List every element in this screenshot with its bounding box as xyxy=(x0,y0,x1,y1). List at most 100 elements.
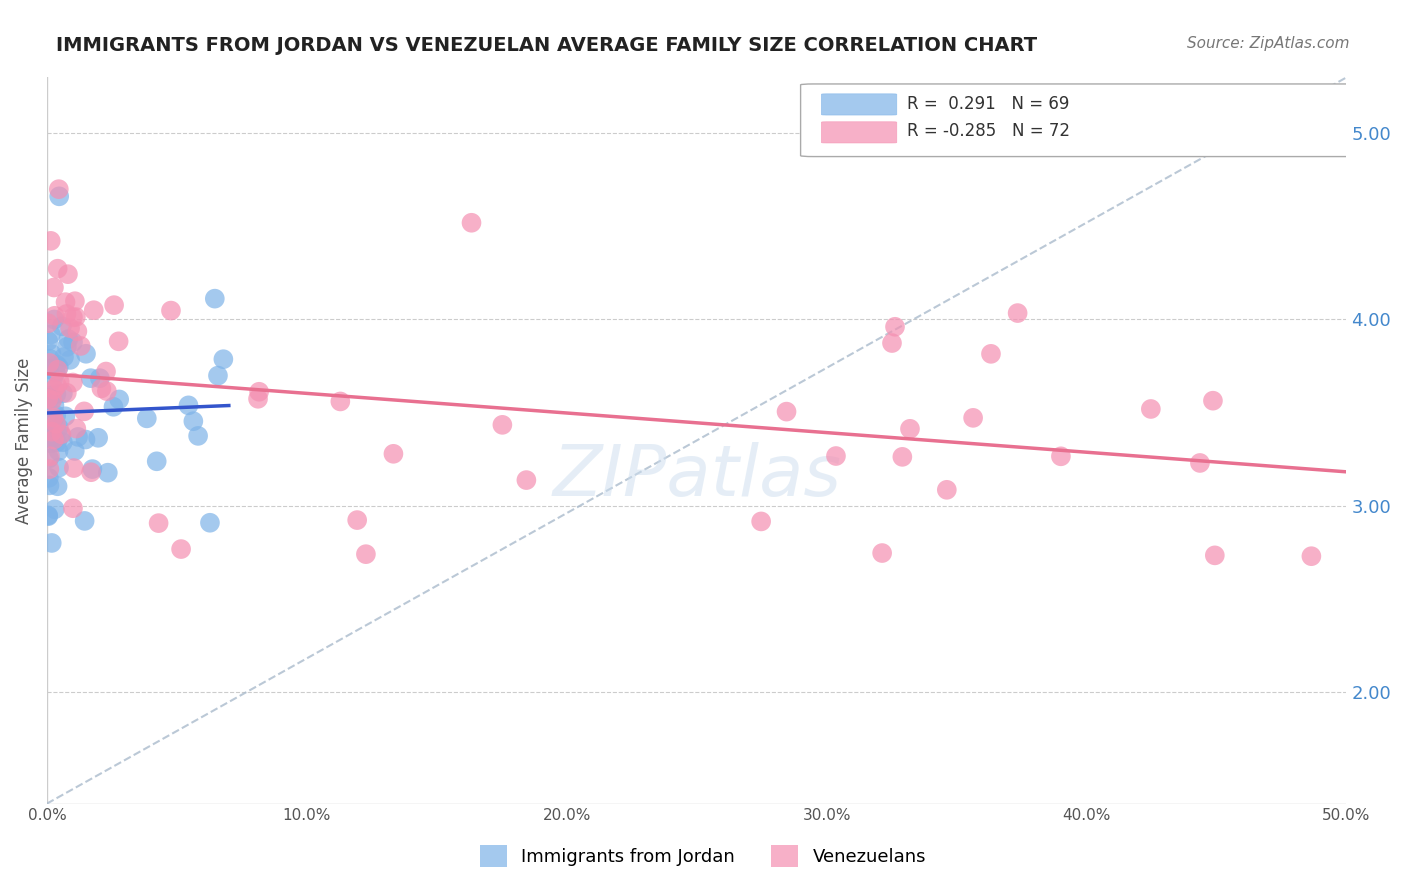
Point xyxy=(63,294,86,309)
Point xyxy=(45,378,67,392)
Text: ZIPatlas: ZIPatlas xyxy=(553,442,841,511)
Point xyxy=(51,319,73,334)
Point xyxy=(48,421,70,435)
Point xyxy=(41,436,63,450)
Point xyxy=(38,429,60,443)
Point xyxy=(90,381,112,395)
Point xyxy=(37,508,59,523)
Point xyxy=(48,189,70,203)
Point xyxy=(62,501,84,516)
Point xyxy=(491,417,513,432)
Point xyxy=(41,347,63,361)
Point xyxy=(1050,450,1073,464)
Point xyxy=(45,417,67,431)
Text: R =  0.291   N = 69: R = 0.291 N = 69 xyxy=(907,95,1070,112)
Point xyxy=(56,385,79,400)
Point xyxy=(160,303,183,318)
Point xyxy=(46,363,69,377)
Point xyxy=(38,351,60,366)
Point xyxy=(41,536,63,550)
Point xyxy=(37,425,59,439)
Point xyxy=(962,410,984,425)
Point xyxy=(38,478,60,492)
Point xyxy=(39,392,62,406)
Point xyxy=(59,321,82,335)
Point xyxy=(207,368,229,383)
Point xyxy=(825,449,848,463)
Point xyxy=(108,392,131,407)
Point xyxy=(82,462,104,476)
Point xyxy=(980,347,1002,361)
Point xyxy=(87,431,110,445)
Point xyxy=(170,542,193,557)
Point xyxy=(38,471,60,485)
Point xyxy=(38,424,60,438)
Point xyxy=(37,427,59,442)
Point xyxy=(884,319,907,334)
Point xyxy=(42,280,65,294)
Point xyxy=(62,335,84,350)
Point xyxy=(37,334,59,348)
Point xyxy=(41,388,63,402)
FancyBboxPatch shape xyxy=(821,121,897,143)
Point xyxy=(354,547,377,561)
Point xyxy=(45,387,67,401)
Point xyxy=(1188,456,1211,470)
Point xyxy=(382,447,405,461)
Point xyxy=(51,427,73,442)
Point xyxy=(38,451,60,466)
Point xyxy=(41,425,63,439)
Point xyxy=(73,404,96,418)
Point xyxy=(63,461,86,475)
Point xyxy=(44,309,66,323)
Point xyxy=(39,450,62,464)
Point xyxy=(65,421,87,435)
Point xyxy=(96,384,118,399)
Text: Source: ZipAtlas.com: Source: ZipAtlas.com xyxy=(1187,36,1350,51)
Point xyxy=(56,267,79,281)
Point xyxy=(80,371,103,385)
Point xyxy=(41,393,63,408)
Point xyxy=(38,362,60,376)
Point xyxy=(346,513,368,527)
Text: R = -0.285   N = 72: R = -0.285 N = 72 xyxy=(907,122,1070,140)
FancyBboxPatch shape xyxy=(800,84,1406,157)
Y-axis label: Average Family Size: Average Family Size xyxy=(15,358,32,524)
Point xyxy=(52,386,75,401)
Point xyxy=(177,398,200,412)
Point xyxy=(38,416,60,430)
Point xyxy=(48,460,70,475)
Point xyxy=(59,352,82,367)
Point xyxy=(63,444,86,458)
Point xyxy=(56,340,79,354)
Point xyxy=(89,371,111,385)
Point xyxy=(69,339,91,353)
Point xyxy=(97,466,120,480)
Point xyxy=(80,465,103,479)
Point xyxy=(44,399,66,413)
Point xyxy=(204,292,226,306)
Point xyxy=(45,409,67,423)
Point xyxy=(935,483,957,497)
Point xyxy=(775,404,797,418)
Point xyxy=(46,435,69,450)
Text: IMMIGRANTS FROM JORDAN VS VENEZUELAN AVERAGE FAMILY SIZE CORRELATION CHART: IMMIGRANTS FROM JORDAN VS VENEZUELAN AVE… xyxy=(56,36,1038,54)
Point xyxy=(39,327,62,342)
Point xyxy=(198,516,221,530)
Point xyxy=(103,400,125,414)
Point xyxy=(67,430,90,444)
Point xyxy=(65,310,87,324)
FancyBboxPatch shape xyxy=(821,94,897,115)
Point xyxy=(38,431,60,445)
Point xyxy=(247,384,270,399)
Point xyxy=(103,298,125,312)
Point xyxy=(48,359,70,374)
Point xyxy=(37,391,59,405)
Point xyxy=(749,515,772,529)
Point xyxy=(44,312,66,326)
Point xyxy=(1204,549,1226,563)
Point xyxy=(515,473,537,487)
Point xyxy=(212,352,235,367)
Point xyxy=(107,334,129,349)
Legend: Immigrants from Jordan, Venezuelans: Immigrants from Jordan, Venezuelans xyxy=(472,838,934,874)
